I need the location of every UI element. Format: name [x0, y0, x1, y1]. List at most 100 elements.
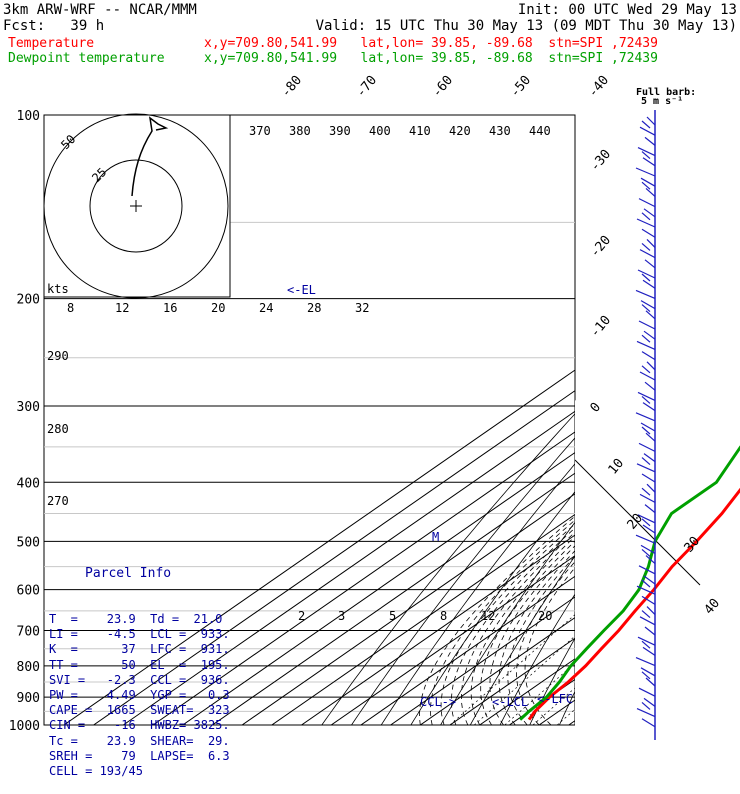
wind-barb — [641, 423, 655, 431]
parcel-info-row: K = 37 LFC = 931. — [49, 642, 245, 657]
parcel-info-row: PW = 4.49 YGP = 0.3 — [49, 688, 245, 703]
wind-barb-flag — [642, 213, 650, 220]
wind-barb — [643, 280, 655, 288]
wind-barb — [636, 168, 655, 176]
wind-barb-flag — [642, 335, 650, 342]
theta-e-label: 280 — [47, 422, 69, 436]
wind-barb — [642, 229, 655, 237]
isotherm-label: 0 — [588, 400, 605, 416]
wind-barb — [642, 352, 655, 360]
wind-barb — [640, 250, 655, 258]
wind-barb-flag — [642, 458, 650, 465]
theta-label: 400 — [369, 124, 391, 138]
wind-barb — [647, 362, 655, 370]
theta-label: 440 — [529, 124, 551, 138]
wind-barb — [637, 464, 655, 472]
wind-barb — [639, 443, 655, 451]
wind-barb — [643, 158, 655, 166]
wind-speed-tick-label: 32 — [355, 301, 369, 315]
skew-boundary-mask — [575, 400, 740, 740]
wind-speed-tick-label: 20 — [211, 301, 225, 315]
parcel-info-row: CIN = -16 HWBZ= 3825. — [49, 718, 245, 733]
parcel-info-row: TT = 50 EL = 195. — [49, 658, 245, 673]
theta-label: 430 — [489, 124, 511, 138]
wind-barb — [637, 219, 655, 227]
parcel-info-row: CELL = 193/45 — [49, 764, 245, 779]
parcel-info-row: SREH = 79 LAPSE= 6.3 — [49, 749, 245, 764]
theta-e-label: 290 — [47, 349, 69, 363]
wind-barb-flag — [642, 243, 650, 250]
theta-label: 420 — [449, 124, 471, 138]
mixing-ratio-label: 5 — [389, 609, 396, 623]
isobar-label: 800 — [17, 660, 40, 675]
isotherm-label: -40 — [586, 73, 613, 101]
ccl-label: CCL-> — [420, 695, 456, 709]
parcel-info-row: LI = -4.5 LCL = 933. — [49, 627, 245, 642]
isobar-label: 500 — [17, 535, 40, 550]
wind-barb — [640, 127, 655, 135]
wind-barb — [636, 290, 655, 298]
isobar-label: 300 — [17, 400, 40, 415]
el-label: <-EL — [287, 283, 316, 297]
wind-barb — [647, 239, 655, 247]
theta-label: 370 — [249, 124, 271, 138]
wind-barb — [646, 311, 655, 319]
isobar-label: 400 — [17, 476, 40, 491]
isobar-label: 200 — [17, 293, 40, 308]
wind-barb — [639, 199, 655, 207]
parcel-info-row: SVI = -2.3 CCL = 936. — [49, 673, 245, 688]
wind-speed-tick-label: 28 — [307, 301, 321, 315]
wind-barb — [638, 270, 655, 278]
wind-speed-tick-label: 8 — [67, 301, 74, 315]
wind-barb — [638, 148, 655, 156]
isobar-label: 100 — [17, 109, 40, 124]
theta-label: 380 — [289, 124, 311, 138]
isotherm-label: -80 — [279, 73, 306, 101]
parcel-info-row: T = 23.9 Td = 21.0 — [49, 612, 245, 627]
parcel-info-row: Tc = 23.9 SHEAR= 29. — [49, 734, 245, 749]
wind-barb — [643, 403, 655, 411]
tilde-marker: M — [432, 530, 439, 544]
wind-speed-tick-label: 24 — [259, 301, 273, 315]
wind-barb — [646, 433, 655, 441]
wind-barb — [639, 321, 655, 329]
wind-barb — [647, 484, 655, 492]
parcel-info-row: CAPE = 1665 SWEAT= 323 — [49, 703, 245, 718]
wind-barb — [645, 137, 655, 145]
theta-label: 410 — [409, 124, 431, 138]
isobar-label: 900 — [17, 691, 40, 706]
isobar-label: 1000 — [9, 719, 40, 734]
wind-barb — [642, 474, 655, 482]
hodograph-units-label: kts — [47, 282, 69, 296]
wind-barb — [645, 260, 655, 268]
isotherm-label: -20 — [588, 233, 615, 261]
mixing-ratio-label: 12 — [481, 609, 495, 623]
lcl-label: <-LCL — [492, 695, 528, 709]
isotherm-label: -50 — [508, 73, 535, 101]
isotherm-label: -60 — [430, 73, 457, 101]
wind-barb — [641, 178, 655, 186]
wind-barb — [640, 372, 655, 380]
wind-barb-flag — [642, 121, 650, 128]
wind-barb — [646, 188, 655, 196]
isotherm-label: -10 — [588, 313, 615, 341]
theta-label: 390 — [329, 124, 351, 138]
barb-legend-units: 5 m s⁻¹ — [641, 96, 683, 107]
wind-barb — [636, 413, 655, 421]
wind-barb — [637, 341, 655, 349]
isobar-label: 700 — [17, 625, 40, 640]
wind-speed-tick-label: 12 — [115, 301, 129, 315]
mixing-ratio-label: 2 — [298, 609, 305, 623]
theta-e-label: 270 — [47, 494, 69, 508]
isotherm-label: -30 — [588, 147, 615, 175]
wind-barb-flag — [642, 366, 650, 373]
wind-barb — [647, 117, 655, 125]
isobar-label: 600 — [17, 584, 40, 599]
mixing-ratio-label: 3 — [338, 609, 345, 623]
mixing-ratio-label: 20 — [538, 609, 552, 623]
wind-barb — [638, 392, 655, 400]
wind-barb-flag — [642, 488, 650, 495]
isotherm-label: -70 — [354, 73, 381, 101]
